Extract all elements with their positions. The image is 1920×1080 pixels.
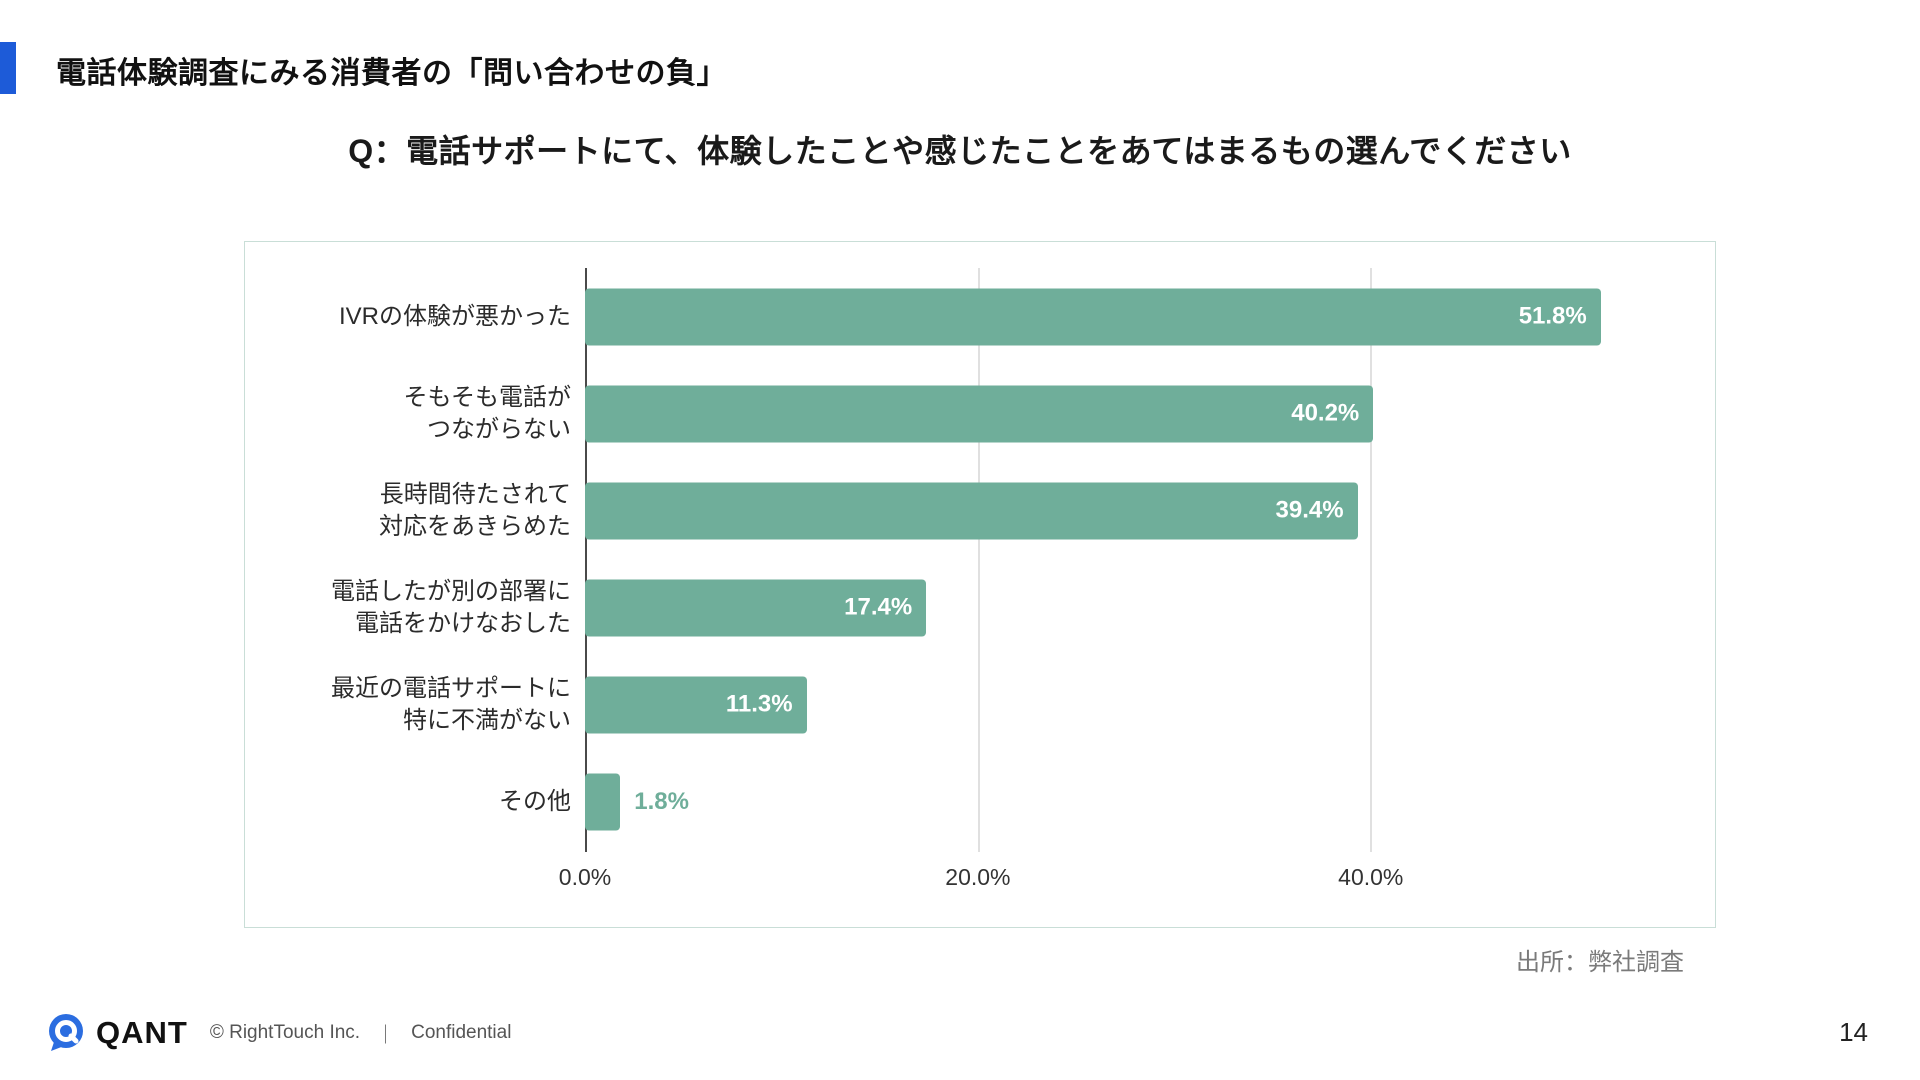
bar: 17.4% <box>585 579 927 636</box>
category-label: 電話したが別の部署に 電話をかけなおした <box>331 578 571 637</box>
page-number: 14 <box>1839 1017 1868 1047</box>
bar-value-label: 11.3% <box>725 690 793 718</box>
x-tick-label: 20.0% <box>945 864 1011 890</box>
category-label: 最近の電話サポートに 特に不満がない <box>331 675 571 734</box>
qant-logo-wordmark: QANT <box>96 1015 188 1050</box>
source-note: 出所：弊社調査 <box>1516 949 1684 976</box>
header-accent-bar <box>0 42 16 94</box>
bar-value-label: 1.8% <box>634 787 689 815</box>
bar <box>585 773 621 830</box>
chart-row: 電話したが別の部署に 電話をかけなおした 17.4% <box>271 559 1689 656</box>
bar-track: 51.8% <box>585 268 1689 365</box>
bar-track: 17.4% <box>585 559 1689 656</box>
chart-row: 長時間待たされて 対応をあきらめた 39.4% <box>271 462 1689 559</box>
bar-value-label: 39.4% <box>1275 496 1344 524</box>
footer-separator: ｜ <box>376 1024 396 1046</box>
x-tick-label: 40.0% <box>1338 864 1404 890</box>
chart-inner: IVRの体験が悪かった 51.8% そもそも電話が つながらない 40.2% 長時間待たさ… <box>271 268 1689 901</box>
slide-header-title: 電話体験調査にみる消費者の「問い合わせの負」 <box>56 57 727 90</box>
chart-row: その他 1.8% <box>271 753 1689 850</box>
category-label: IVRの体験が悪かった <box>338 302 571 330</box>
bar-track: 1.8% <box>585 753 1689 850</box>
x-axis: 0.0% 20.0% 40.0% <box>559 852 1691 898</box>
chart-rows: IVRの体験が悪かった 51.8% そもそも電話が つながらない 40.2% 長時間待たさ… <box>271 268 1689 852</box>
bar-value-label: 17.4% <box>844 593 913 621</box>
chart-row: IVRの体験が悪かった 51.8% <box>271 268 1689 365</box>
confidential-label: Confidential <box>411 1022 512 1043</box>
bar-track: 40.2% <box>585 365 1689 462</box>
gridline <box>1370 268 1373 852</box>
copyright-text: © RightTouch Inc. <box>209 1022 361 1043</box>
bar: 51.8% <box>585 288 1601 345</box>
bar: 39.4% <box>585 482 1358 539</box>
bar-track: 39.4% <box>585 462 1689 559</box>
bar-value-label: 40.2% <box>1291 399 1360 427</box>
x-tick-label: 0.0% <box>558 864 612 890</box>
bar-track: 11.3% <box>585 656 1689 753</box>
category-label: そもそも電話が つながらない <box>403 384 571 443</box>
gridline <box>978 268 981 852</box>
bar: 40.2% <box>585 385 1374 442</box>
footer: QANT © RightTouch Inc. ｜ Confidential <box>44 1012 511 1054</box>
chart-container: IVRの体験が悪かった 51.8% そもそも電話が つながらない 40.2% 長時間待たさ… <box>244 241 1716 928</box>
gridlines <box>585 268 1691 852</box>
category-label: 長時間待たされて 対応をあきらめた <box>379 481 571 540</box>
footer-meta: © RightTouch Inc. ｜ Confidential <box>210 1020 512 1047</box>
chart-row: そもそも電話が つながらない 40.2% <box>271 365 1689 462</box>
qant-logo-icon <box>49 1014 83 1051</box>
bar-value-label: 51.8% <box>1518 302 1587 330</box>
bar: 11.3% <box>585 676 807 733</box>
question-title: Q：電話サポートにて、体験したことや感じたことをあてはまるもの選んでください <box>348 133 1572 169</box>
chart-row: 最近の電話サポートに 特に不満がない 11.3% <box>271 656 1689 753</box>
category-label: その他 <box>499 787 571 815</box>
